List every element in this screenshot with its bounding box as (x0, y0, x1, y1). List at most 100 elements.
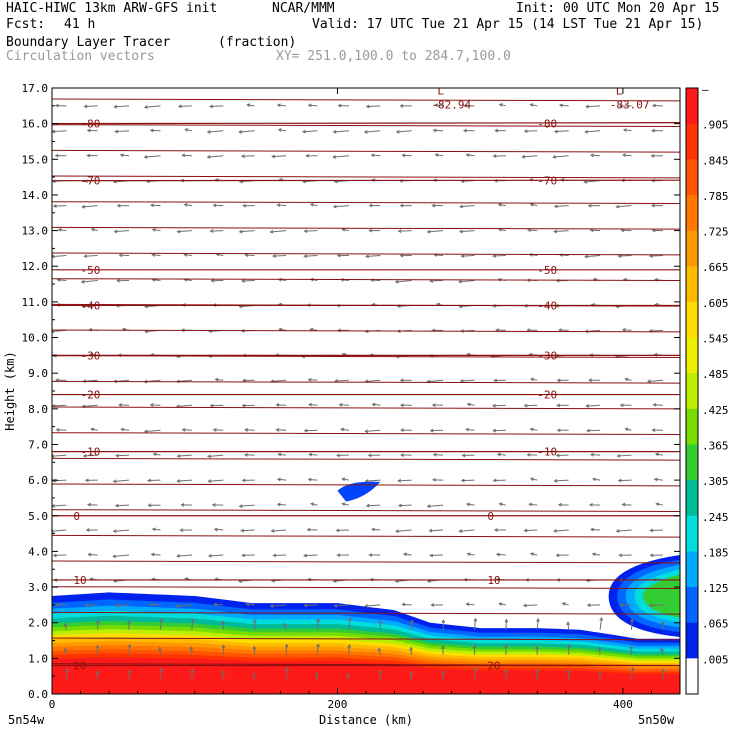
vector-arrowhead (143, 429, 148, 434)
vector-arrowhead (432, 452, 437, 457)
vector-arrowhead (441, 669, 445, 674)
vector-arrowhead (83, 104, 88, 109)
vector-arrowhead (649, 528, 654, 533)
cross-section-coords: XY= 251.0,100.0 to 284.7,100.0 (276, 49, 511, 64)
vector-arrowhead (498, 103, 503, 107)
vector-arrowhead (567, 669, 571, 674)
vector-arrowhead (432, 128, 437, 133)
contour-line (52, 329, 680, 333)
vector-arrow (398, 479, 412, 482)
vector-arrowhead (399, 104, 404, 108)
vector-arrow (434, 254, 444, 257)
vector-arrowhead (81, 204, 86, 209)
colorbar-label: .725 (702, 226, 729, 239)
vector-arrowhead (557, 502, 562, 507)
y-tick-label: 11.0 (22, 296, 49, 309)
vector-arrowhead (660, 647, 664, 652)
vector-arrowhead (63, 622, 68, 627)
vector-arrowhead (113, 104, 118, 109)
vector-arrow (467, 403, 475, 406)
vector-arrow (190, 647, 193, 655)
vector-arrowhead (493, 378, 498, 383)
vector-arrow (152, 279, 161, 281)
vector-arrow (342, 503, 349, 506)
vector-arrowhead (371, 402, 376, 407)
vector-arrowhead (368, 203, 373, 208)
vector-arrow (84, 105, 98, 107)
vector-arrow (271, 529, 287, 532)
vector-arrowhead (523, 528, 528, 533)
vector-arrowhead (307, 103, 312, 108)
vector-arrowhead (221, 670, 226, 674)
vector-arrowhead (307, 377, 312, 382)
colorbar-label: .665 (702, 261, 729, 274)
contour-label: -30 (81, 349, 101, 362)
vector-arrowhead (494, 128, 499, 133)
vector-arrow (115, 504, 130, 507)
vector-arrow (647, 379, 663, 382)
vector-arrow (207, 130, 224, 133)
vector-arrowhead (177, 104, 182, 109)
vector-arrowhead (597, 670, 602, 675)
colorbar: – .905 .845 .785 .725 .665 .605 .545 .485 .425 .36… (685, 83, 729, 695)
vector-arrow (497, 453, 506, 456)
colorbar-swatch (686, 373, 698, 410)
vector-arrow (82, 205, 98, 208)
y-tick-label: 3.0 (28, 581, 48, 594)
vector-arrow (365, 379, 381, 382)
vector-arrow (585, 255, 601, 258)
vector-arrowhead (624, 377, 629, 382)
vector-arrowhead (591, 552, 596, 557)
vector-arrow (114, 105, 130, 108)
vector-arrowhead (395, 129, 400, 134)
vector-arrowhead (341, 477, 346, 482)
vector-arrowhead (180, 503, 185, 507)
vector-arrowhead (561, 602, 566, 606)
vector-arrow (403, 553, 412, 556)
vector-arrowhead (206, 155, 211, 159)
vector-arrowhead (301, 129, 306, 134)
vector-arrow (398, 504, 412, 507)
vector-arrowhead (147, 503, 152, 508)
vector-arrow (585, 130, 601, 133)
x-tick-label: 0 (49, 698, 56, 711)
vector-arrowhead (84, 478, 89, 483)
vector-arrowhead (616, 454, 621, 458)
vector-arrow (52, 329, 67, 333)
colorbar-swatch (686, 551, 698, 588)
vector-arrow (208, 479, 224, 482)
vector-arrow (553, 155, 569, 158)
contour-line (52, 611, 680, 615)
vector-arrowhead (246, 103, 251, 107)
vector-arrowhead (401, 602, 406, 607)
contour-label: -30 (537, 349, 557, 362)
vector-arrow (459, 529, 475, 532)
vector-arrowhead (179, 528, 184, 533)
vector-arrow (52, 529, 67, 532)
vector-arrow (433, 454, 444, 456)
vector-arrowhead (221, 644, 226, 649)
vector-arrow (625, 378, 632, 381)
vector-arrowhead (336, 253, 341, 258)
y-tick-label: 10.0 (22, 332, 49, 345)
vector-arrow (616, 205, 632, 208)
contour-label: -80 (537, 118, 557, 131)
vector-arrow (144, 429, 161, 433)
vector-arrow (530, 203, 538, 207)
vector-arrow (466, 603, 475, 606)
vector-arrowhead (586, 603, 591, 608)
vector-arrowhead (622, 153, 627, 158)
vector-arrow (273, 255, 287, 257)
colorbar-label: .545 (702, 333, 729, 346)
vector-arrow (396, 130, 412, 133)
vector-arrowhead (497, 277, 502, 282)
vector-arrowhead (336, 553, 341, 557)
vector-arrowhead (378, 669, 383, 674)
vector-arrow (395, 279, 412, 283)
colorbar-swatch (686, 194, 698, 232)
vector-arrowhead (409, 646, 413, 651)
vector-arrowhead (653, 477, 658, 482)
vector-arrowhead (213, 602, 218, 607)
vector-arrow (116, 454, 130, 457)
vector-arrow (592, 478, 601, 481)
